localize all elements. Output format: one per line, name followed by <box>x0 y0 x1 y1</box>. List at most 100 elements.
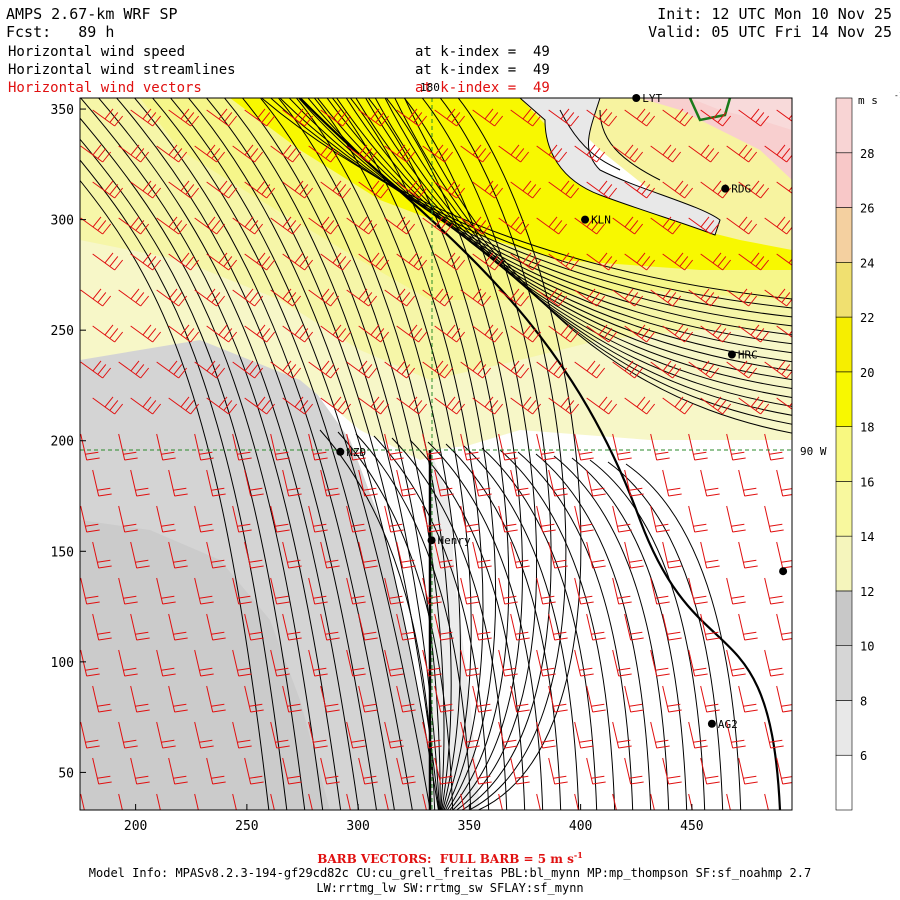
wind-barb <box>536 144 568 163</box>
wind-barb <box>156 288 188 307</box>
wind-barb <box>156 793 161 810</box>
wind-barb <box>586 396 618 415</box>
station-dot <box>779 567 788 576</box>
wind-barb <box>460 433 480 461</box>
wind-barb <box>498 577 518 605</box>
wind-barb <box>270 288 302 307</box>
wind-barb <box>536 216 568 235</box>
streamline <box>384 98 792 416</box>
layer-level-vectors: at k-index = 49 <box>415 80 550 96</box>
wind-barb <box>308 288 340 307</box>
colorbar-label: 22 <box>860 311 874 325</box>
wind-barb <box>206 685 226 713</box>
colorbar-label: 18 <box>860 421 874 435</box>
wind-barb <box>194 649 214 677</box>
wind-barb <box>130 757 150 785</box>
wind-barb <box>738 469 758 497</box>
wind-barb <box>776 469 792 497</box>
wind-barb <box>764 433 784 461</box>
wind-barb <box>688 433 708 461</box>
wind-barb <box>156 721 176 749</box>
wind-barb <box>650 721 670 749</box>
station-label: Henry <box>438 534 471 547</box>
colorbar-label: 8 <box>860 694 867 708</box>
streamline <box>313 98 472 810</box>
wind-barb <box>358 613 378 641</box>
wind-barb <box>498 288 530 307</box>
wind-barb <box>700 324 732 343</box>
wind-barb <box>472 108 504 127</box>
y-tick-label: 150 <box>51 545 74 560</box>
wind-barb <box>650 793 655 810</box>
barb-note: BARB VECTORS: FULL BARB = 5 m s-1 <box>317 850 583 866</box>
wind-barb <box>206 757 226 785</box>
wind-barb <box>130 252 162 271</box>
streamline <box>80 179 270 810</box>
wind-barb <box>472 252 504 271</box>
colorbar-swatch <box>835 97 853 154</box>
wind-barb <box>168 541 188 569</box>
streamline <box>205 98 440 810</box>
streamline <box>80 159 288 810</box>
streamline <box>169 98 431 810</box>
y-tick-label: 350 <box>51 103 74 118</box>
wind-barb <box>422 433 442 461</box>
wind-barb <box>308 577 328 605</box>
colorbar-label: 20 <box>860 366 874 380</box>
wind-barb <box>422 360 454 379</box>
layer-level-speed: at k-index = 49 <box>415 44 550 60</box>
wind-barb <box>80 288 112 307</box>
streamline <box>241 98 441 810</box>
wind-barb <box>168 613 188 641</box>
wind-barb <box>650 216 682 235</box>
wind-barb <box>650 433 670 461</box>
meridian-label: 180 <box>420 81 440 94</box>
wind-barb <box>498 793 503 810</box>
wind-barb <box>384 216 416 235</box>
wind-barb <box>574 505 594 533</box>
wind-barb <box>118 360 150 379</box>
station-label: HRC <box>738 348 758 361</box>
wind-barbs <box>80 108 792 810</box>
wind-barb <box>764 288 792 307</box>
wind-barb <box>726 577 746 605</box>
streamline <box>260 98 792 300</box>
wind-barb <box>118 793 123 810</box>
wind-barb <box>308 144 340 163</box>
wind-barb <box>80 577 100 605</box>
wind-barb <box>536 577 556 605</box>
wind-barb <box>358 108 390 127</box>
wind-barb <box>612 216 644 235</box>
wind-barb <box>168 180 200 199</box>
wind-barb <box>434 324 466 343</box>
wind-barb <box>130 469 150 497</box>
wind-speed-shading <box>80 98 792 810</box>
wind-barb <box>232 144 264 163</box>
streamline <box>374 98 792 407</box>
land-outline <box>688 98 732 122</box>
wind-barb <box>396 757 416 785</box>
wind-barb <box>574 216 606 235</box>
colorbar-swatch <box>835 426 853 482</box>
wind-barb <box>548 613 568 641</box>
wind-barb <box>422 577 442 605</box>
station-label: KLN <box>591 214 611 227</box>
wind-barb <box>232 433 252 461</box>
streamline <box>336 98 792 372</box>
wind-barb <box>232 288 264 307</box>
wind-barb <box>688 505 708 533</box>
wind-barb <box>232 216 264 235</box>
wind-barb <box>726 216 758 235</box>
wind-barb <box>434 252 466 271</box>
y-tick-label: 100 <box>51 656 74 671</box>
wind-barb <box>738 108 770 127</box>
wind-barb <box>662 324 694 343</box>
wind-barb <box>422 144 454 163</box>
wind-barb <box>308 433 328 461</box>
wind-barb <box>776 109 792 122</box>
wind-barb <box>688 360 720 379</box>
wind-barb <box>244 541 264 569</box>
wind-barb <box>92 469 112 497</box>
wind-barb <box>776 253 792 266</box>
wind-barb <box>80 216 112 235</box>
